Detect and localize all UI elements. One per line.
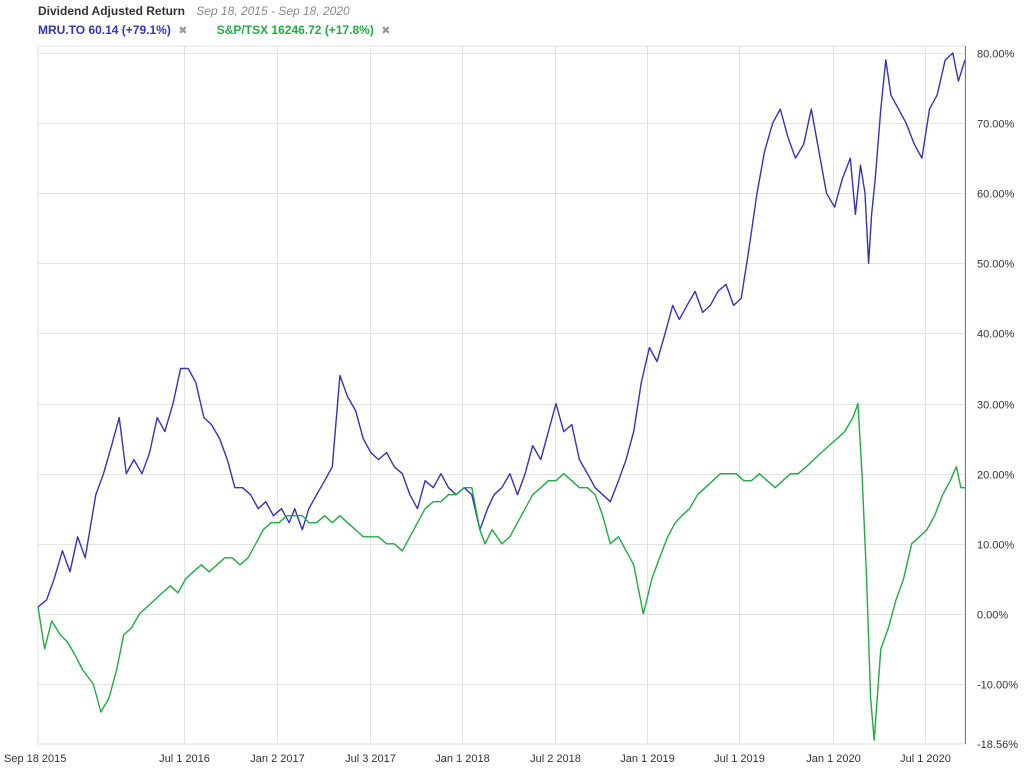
chart-header: Dividend Adjusted Return Sep 18, 2015 - … [6, 2, 1024, 42]
legend-label-mru: MRU.TO 60.14 (+79.1%) [38, 23, 171, 37]
close-icon[interactable]: ✖ [381, 25, 391, 37]
x-tick-label: Jan 1 2018 [435, 753, 489, 765]
y-tick-label: 0.00% [977, 610, 1008, 622]
axes: 80.00% 70.00% 60.00% 50.00% 40.00% 30.00% 20.0… [4, 46, 1018, 765]
y-tick-label: 60.00% [977, 189, 1015, 201]
y-min-label: -18.56% [977, 739, 1018, 751]
legend-label-tsx: S&P/TSX 16246.72 (+17.8%) [216, 23, 374, 37]
legend-item-mru[interactable]: MRU.TO 60.14 (+79.1%) ✖ [38, 23, 187, 37]
plot-frame [37, 45, 966, 745]
y-tick-label: 30.00% [977, 400, 1015, 412]
y-tick-label: 50.00% [977, 259, 1015, 271]
y-tick-label: 80.00% [977, 49, 1015, 61]
y-tick-label: 20.00% [977, 470, 1015, 482]
legend-item-tsx[interactable]: S&P/TSX 16246.72 (+17.8%) ✖ [217, 23, 391, 37]
x-tick-label: Jul 1 2019 [714, 753, 765, 765]
legend: MRU.TO 60.14 (+79.1%) ✖ S&P/TSX 16246.72… [38, 23, 416, 37]
series-layer [37, 52, 966, 741]
series-line [37, 52, 966, 608]
x-tick-label: Jan 1 2020 [806, 753, 860, 765]
x-tick-label: Jan 1 2019 [620, 753, 674, 765]
chart-title: Dividend Adjusted Return [38, 4, 185, 18]
grid [37, 45, 966, 745]
date-range: Sep 18, 2015 - Sep 18, 2020 [196, 4, 350, 18]
x-tick-label: Jul 1 2016 [159, 753, 210, 765]
title-row: Dividend Adjusted Return Sep 18, 2015 - … [38, 4, 350, 18]
close-icon[interactable]: ✖ [178, 25, 188, 37]
y-tick-label: -10.00% [977, 680, 1018, 692]
x-tick-label: Jul 1 2020 [900, 753, 951, 765]
x-tick-label: Jul 3 2017 [345, 753, 396, 765]
series-line [37, 402, 965, 741]
y-tick-label: 40.00% [977, 329, 1015, 341]
x-tick-label: Jan 2 2017 [250, 753, 304, 765]
y-tick-label: 70.00% [977, 119, 1015, 131]
x-tick-label: Jul 2 2018 [530, 753, 581, 765]
y-tick-label: 10.00% [977, 540, 1015, 552]
x-tick-label: Sep 18 2015 [4, 753, 66, 765]
